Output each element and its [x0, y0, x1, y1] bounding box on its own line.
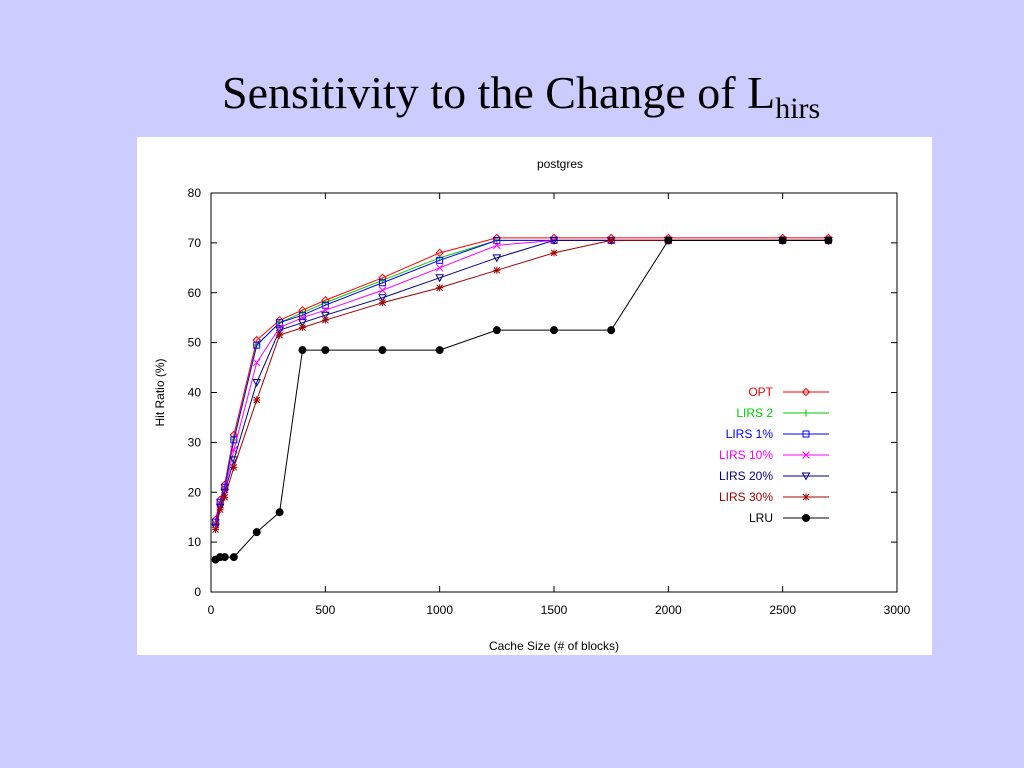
series-line	[215, 239, 829, 528]
data-point	[435, 346, 444, 355]
x-axis-label: Cache Size (# of blocks)	[489, 639, 619, 653]
data-point	[549, 236, 559, 245]
data-point	[824, 236, 833, 245]
chart-title: postgres	[537, 157, 583, 171]
legend-label: LRU	[749, 511, 773, 525]
data-point	[221, 493, 229, 501]
x-tick-label: 3000	[884, 603, 911, 617]
slide-title: Sensitivity to the Change of Lhirs	[222, 66, 820, 126]
data-point	[435, 274, 445, 283]
legend-label: OPT	[748, 385, 773, 399]
data-point	[276, 319, 284, 327]
y-tick-label: 40	[188, 386, 202, 400]
data-point	[321, 346, 330, 355]
data-point	[298, 319, 307, 328]
data-point	[253, 341, 261, 349]
data-point	[492, 254, 502, 263]
data-point	[550, 249, 558, 257]
data-point	[216, 506, 224, 514]
slide-title-subscript: hirs	[775, 92, 821, 125]
data-point	[493, 266, 501, 274]
data-point	[321, 316, 329, 324]
chart-panel: postgres 0 500 1000 1500 2000 2500 3000 0 10 20 30 4…	[137, 137, 932, 655]
data-point	[229, 553, 238, 562]
data-point	[229, 456, 239, 465]
series-lirs-10-	[211, 236, 833, 529]
series-lirs-20-	[211, 236, 833, 532]
data-point	[802, 409, 810, 417]
data-point	[378, 294, 387, 303]
y-tick-label: 70	[188, 236, 202, 250]
data-point	[298, 324, 306, 332]
x-tick-label: 2000	[655, 603, 682, 617]
y-tick-label: 10	[188, 535, 202, 549]
data-point	[378, 346, 387, 355]
legend-label: LIRS 30%	[719, 490, 773, 504]
data-point	[778, 236, 787, 245]
data-point	[320, 311, 330, 320]
legend-label: LIRS 10%	[719, 448, 773, 462]
y-tick-label: 80	[188, 186, 202, 200]
data-point	[212, 526, 220, 534]
data-point	[298, 346, 307, 355]
legend-item: OPT	[748, 385, 829, 399]
line-chart: postgres 0 500 1000 1500 2000 2500 3000 0 10 20 30 4…	[153, 157, 911, 653]
data-point	[802, 451, 810, 459]
data-point	[664, 236, 673, 245]
legend-item: LIRS 10%	[719, 448, 829, 462]
data-point	[378, 286, 387, 295]
legend-item: LRU	[749, 511, 829, 525]
data-point	[802, 430, 810, 438]
data-point	[802, 514, 810, 522]
y-tick-label: 50	[188, 336, 202, 350]
data-point	[801, 387, 811, 397]
x-tick-label: 2500	[769, 603, 796, 617]
data-point	[252, 358, 261, 367]
data-point	[436, 256, 444, 264]
data-point	[276, 331, 284, 339]
x-tick-label: 1000	[426, 603, 453, 617]
data-point	[607, 236, 615, 244]
y-tick-label: 0	[194, 585, 201, 599]
y-tick-label: 60	[188, 286, 202, 300]
data-point	[435, 263, 444, 272]
data-point	[275, 508, 284, 517]
data-point	[801, 472, 811, 481]
series-line	[215, 239, 829, 530]
data-point	[253, 396, 261, 404]
data-point	[379, 299, 386, 307]
data-point	[275, 326, 284, 335]
data-point	[607, 326, 616, 335]
data-point	[252, 528, 261, 537]
data-point	[321, 301, 329, 309]
series-lru	[211, 236, 833, 564]
data-point	[379, 279, 386, 287]
data-point	[220, 553, 229, 562]
slide-title-main: Sensitivity to the Change of L	[222, 67, 776, 118]
data-point	[550, 326, 558, 335]
legend-item: LIRS 2	[736, 406, 829, 420]
series-line	[215, 237, 829, 520]
legend-label: LIRS 2	[736, 406, 773, 420]
y-tick-label: 20	[188, 485, 202, 499]
x-tick-label: 1500	[541, 603, 568, 617]
data-point	[802, 493, 810, 501]
data-point	[436, 284, 444, 292]
series-lirs-30-	[212, 236, 832, 534]
x-tick-label: 500	[315, 603, 335, 617]
legend-item: LIRS 20%	[719, 469, 829, 483]
data-point	[252, 379, 262, 388]
y-tick-label: 30	[188, 435, 202, 449]
legend-label: LIRS 20%	[719, 469, 773, 483]
legend-item: LIRS 1%	[726, 427, 829, 441]
legend-label: LIRS 1%	[726, 427, 774, 441]
data-point	[492, 326, 501, 335]
y-axis-label: Hit Ratio (%)	[153, 358, 167, 426]
data-point	[230, 463, 238, 471]
data-point	[492, 241, 501, 250]
x-tick-label: 0	[208, 603, 215, 617]
legend-item: LIRS 30%	[719, 490, 829, 504]
series-line	[215, 239, 829, 561]
data-point	[493, 236, 501, 244]
